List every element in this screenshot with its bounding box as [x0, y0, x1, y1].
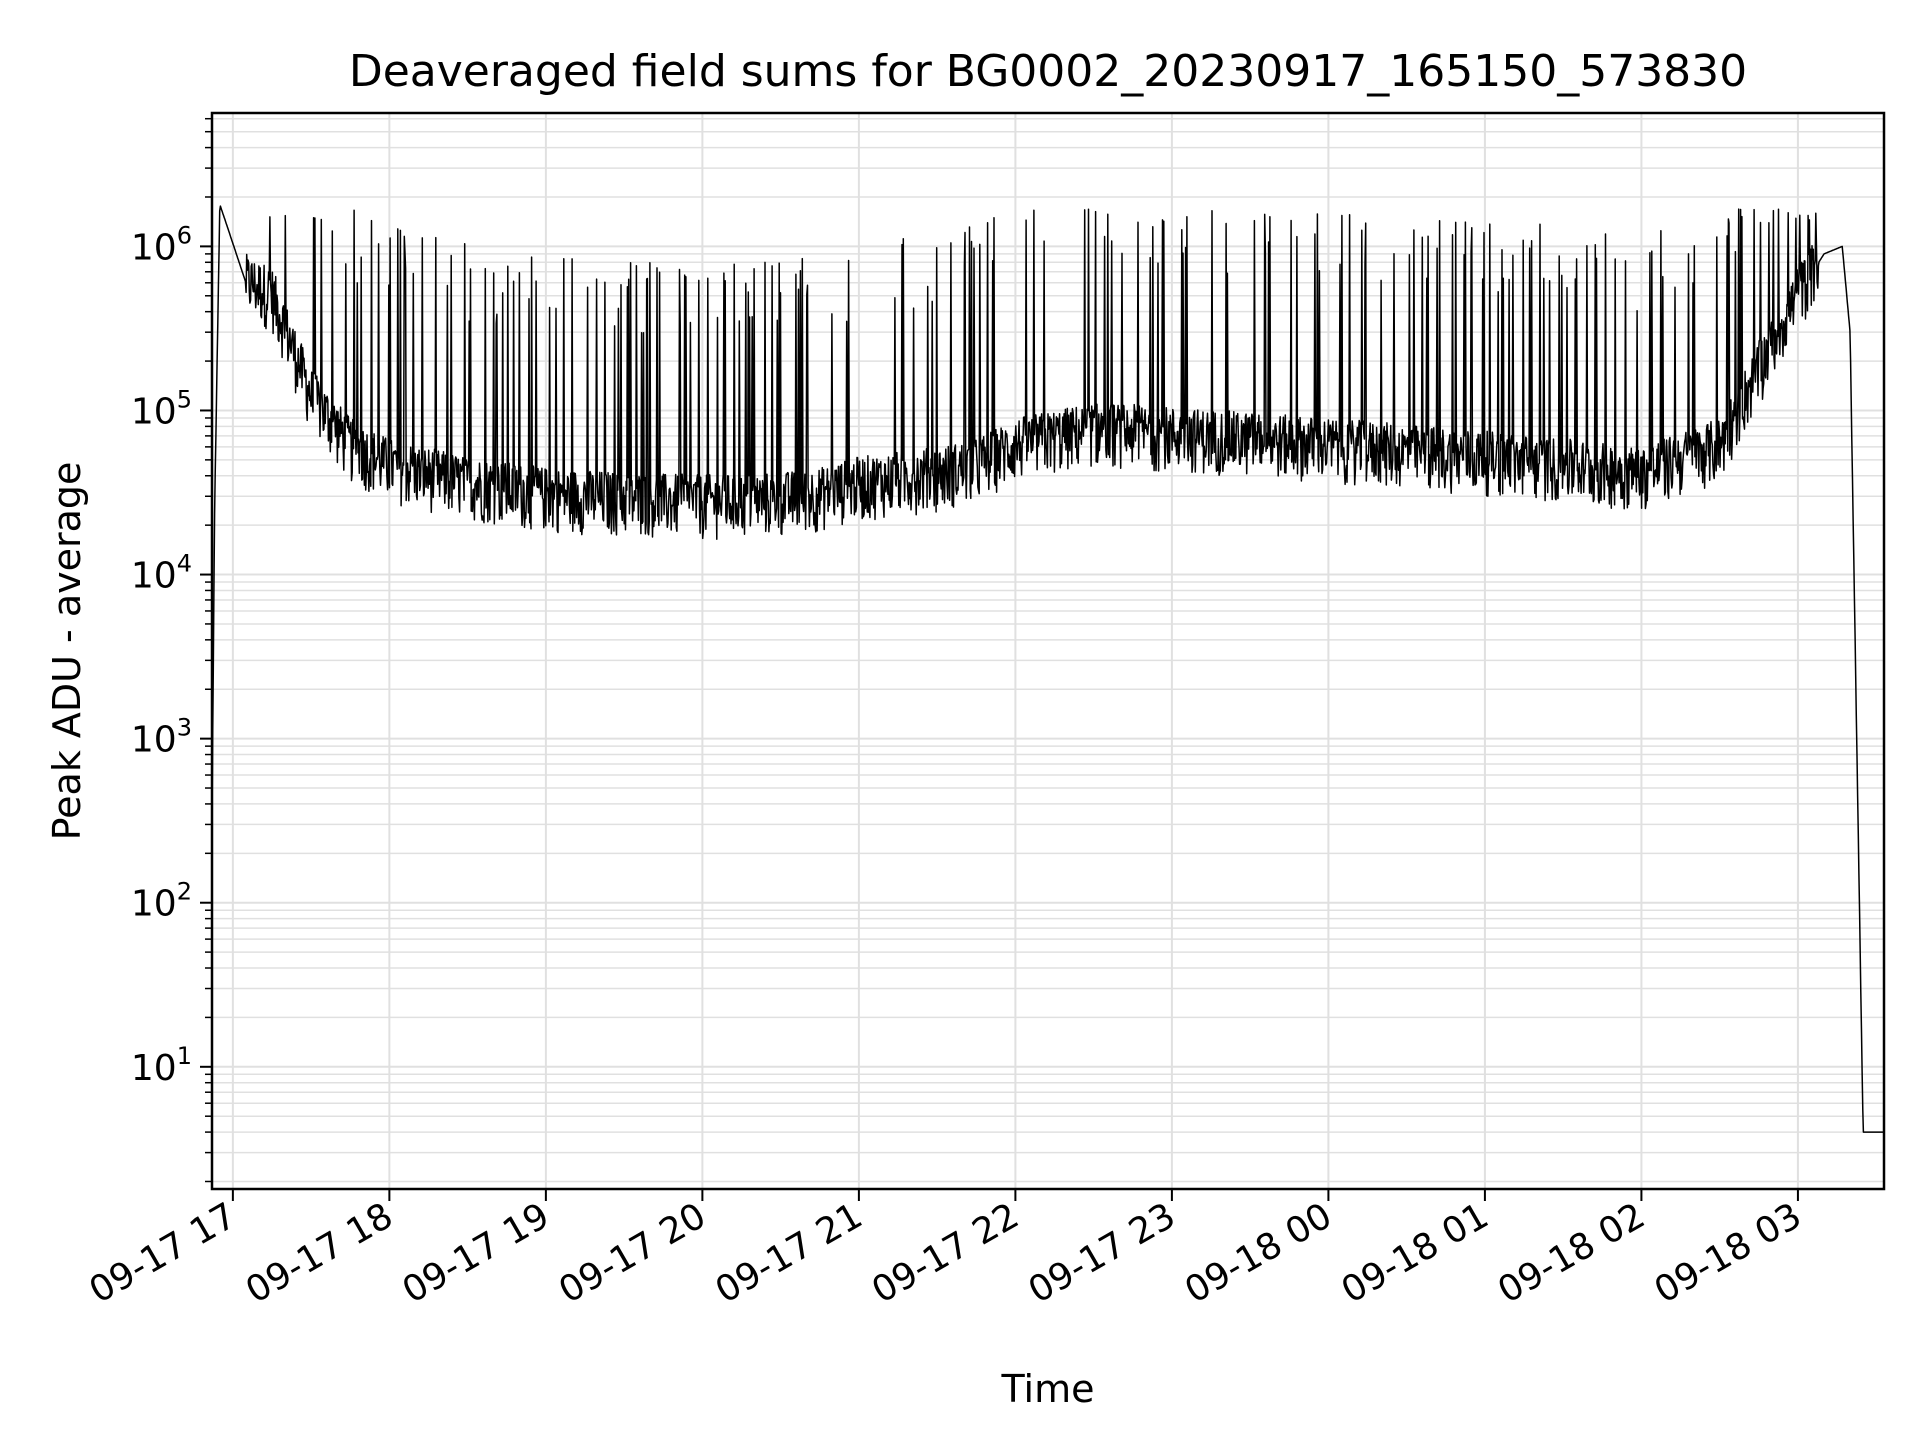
x-tick-label: 09-17 19 [396, 1195, 557, 1311]
y-tick-label: 103 [131, 714, 192, 761]
y-tick-label: 101 [131, 1042, 192, 1089]
y-tick-label: 105 [131, 385, 192, 432]
x-tick-label: 09-18 01 [1335, 1195, 1496, 1311]
x-tick-label: 09-18 00 [1178, 1195, 1339, 1311]
x-tick-label: 09-17 22 [865, 1195, 1026, 1311]
x-tick-label: 09-17 23 [1022, 1195, 1183, 1311]
plot-frame [210, 111, 1886, 1191]
y-tick-label: 104 [131, 550, 192, 597]
x-tick-label: 09-17 21 [709, 1195, 870, 1311]
x-tick-label: 09-17 18 [239, 1195, 400, 1311]
data-series [211, 205, 1885, 1133]
series-line [211, 205, 1885, 1133]
x-tick-label: 09-17 17 [83, 1195, 244, 1311]
x-axis-label: Time [1001, 1367, 1095, 1411]
x-tick-label: 09-17 20 [552, 1195, 713, 1311]
x-tick-label: 09-18 03 [1648, 1195, 1809, 1311]
grid-lines [212, 113, 1884, 1189]
y-axis-label: Peak ADU - average [45, 462, 89, 841]
y-tick-label: 102 [131, 878, 192, 925]
y-tick-label: 106 [131, 221, 192, 268]
x-tick-label: 09-18 02 [1491, 1195, 1652, 1311]
chart-title: Deaveraged field sums for BG0002_2023091… [349, 46, 1747, 97]
